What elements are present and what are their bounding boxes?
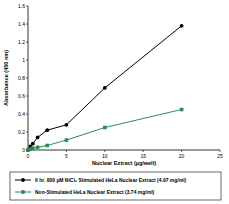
- x-tick-label: 5: [65, 153, 68, 159]
- data-point: [65, 123, 69, 127]
- x-axis: [28, 150, 220, 151]
- y-tick-label: 1.2: [18, 39, 25, 45]
- y-tick: [26, 96, 28, 97]
- y-tick-label: 1.4: [18, 21, 25, 27]
- x-tick-label: 15: [140, 153, 146, 159]
- y-tick-label: 0: [22, 147, 25, 153]
- data-point: [36, 136, 40, 140]
- y-tick-label: 0.2: [18, 129, 25, 135]
- x-tick-label: 10: [102, 153, 108, 159]
- y-tick-label: 0.8: [18, 75, 25, 81]
- data-point: [31, 146, 35, 150]
- y-tick-label: 0.4: [18, 111, 25, 117]
- legend-marker: [21, 190, 25, 194]
- x-tick-label: 20: [179, 153, 185, 159]
- legend-box: [10, 172, 221, 200]
- data-point: [180, 24, 184, 28]
- legend-marker: [21, 178, 25, 182]
- y-axis-label: Absorbance (450 nm): [3, 50, 9, 106]
- chart: 0 0.2 0.4 0.6 0.8 1 1.2 1.4 1.6 0 5 10 15 20 25 Nuclear…: [0, 0, 229, 204]
- series-line: [28, 26, 182, 150]
- data-point: [45, 128, 49, 132]
- data-point: [31, 142, 35, 146]
- y-tick: [26, 24, 28, 25]
- y-tick: [26, 78, 28, 79]
- y-tick: [26, 132, 28, 133]
- y-tick: [26, 114, 28, 115]
- x-axis-label: Nuclear Extract (µg/well): [92, 160, 156, 166]
- y-tick: [26, 42, 28, 43]
- y-tick: [26, 60, 28, 61]
- x-tick-label: 0: [27, 153, 30, 159]
- data-point: [65, 138, 69, 142]
- x-tick-label: 25: [217, 153, 223, 159]
- data-point: [36, 146, 40, 150]
- y-tick-label: 0.6: [18, 93, 25, 99]
- series-line: [28, 110, 182, 151]
- data-point: [180, 108, 184, 112]
- y-tick-label: 1: [22, 57, 25, 63]
- legend-label: 6 hr. 800 µM NiCl₂ Stimulated HeLa Nucle…: [35, 177, 187, 183]
- data-point: [45, 144, 49, 148]
- data-point: [103, 86, 107, 90]
- y-tick-label: 1.6: [18, 3, 25, 9]
- plot-data: [26, 24, 183, 152]
- data-point: [103, 126, 107, 130]
- y-tick: [26, 6, 28, 7]
- legend-label: Non-Stimulated HeLa Nuclear Extract (3.7…: [35, 189, 155, 195]
